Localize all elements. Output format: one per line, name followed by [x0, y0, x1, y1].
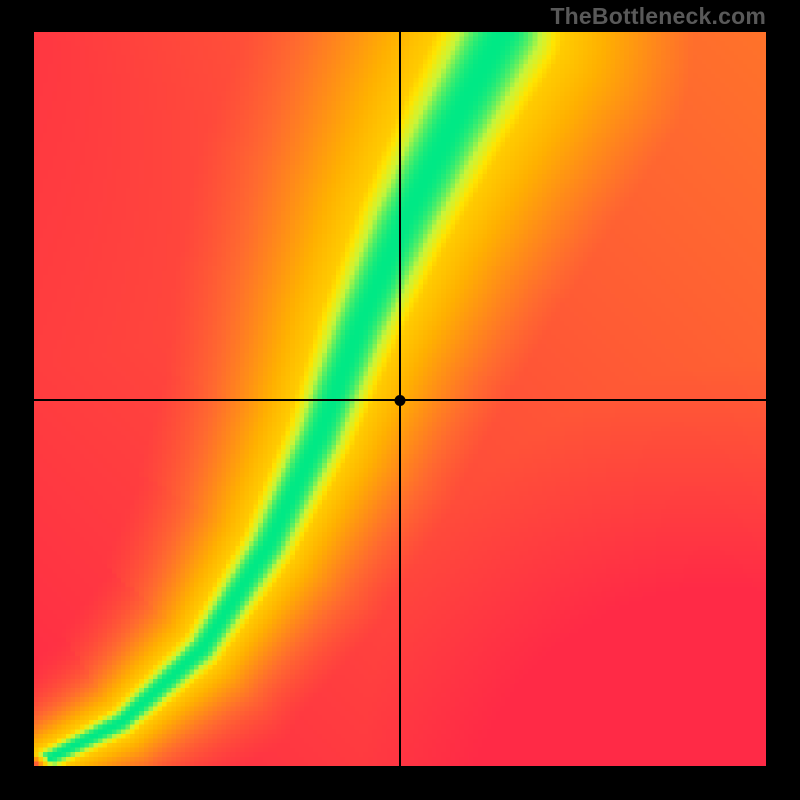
- crosshair-horizontal: [34, 399, 766, 401]
- frame-left: [0, 0, 34, 800]
- frame-top: [0, 0, 800, 32]
- frame-bottom: [0, 766, 800, 800]
- frame-right: [766, 0, 800, 800]
